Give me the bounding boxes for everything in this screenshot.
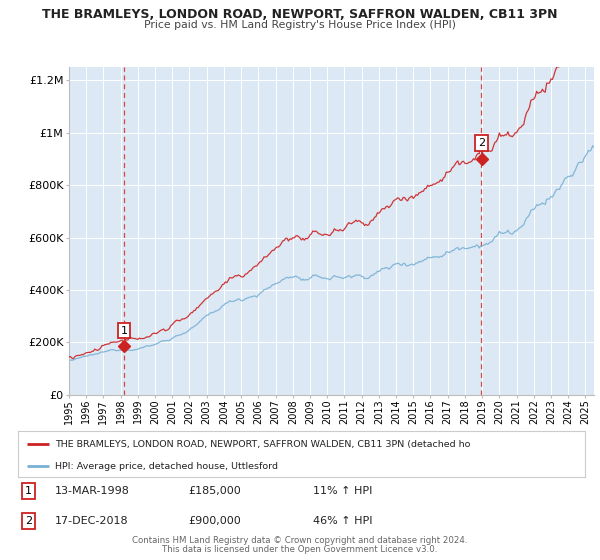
Text: 1: 1 xyxy=(25,486,32,496)
Text: Price paid vs. HM Land Registry's House Price Index (HPI): Price paid vs. HM Land Registry's House … xyxy=(144,20,456,30)
Text: Contains HM Land Registry data © Crown copyright and database right 2024.: Contains HM Land Registry data © Crown c… xyxy=(132,536,468,545)
Text: THE BRAMLEYS, LONDON ROAD, NEWPORT, SAFFRON WALDEN, CB11 3PN: THE BRAMLEYS, LONDON ROAD, NEWPORT, SAFF… xyxy=(42,8,558,21)
Text: 13-MAR-1998: 13-MAR-1998 xyxy=(55,486,130,496)
Text: 2: 2 xyxy=(478,138,485,148)
Text: 46% ↑ HPI: 46% ↑ HPI xyxy=(313,516,373,526)
Text: 17-DEC-2018: 17-DEC-2018 xyxy=(55,516,128,526)
Text: £185,000: £185,000 xyxy=(188,486,241,496)
Text: 11% ↑ HPI: 11% ↑ HPI xyxy=(313,486,372,496)
Text: £900,000: £900,000 xyxy=(188,516,241,526)
Text: 1: 1 xyxy=(121,325,128,335)
Text: HPI: Average price, detached house, Uttlesford: HPI: Average price, detached house, Uttl… xyxy=(55,461,278,470)
Text: This data is licensed under the Open Government Licence v3.0.: This data is licensed under the Open Gov… xyxy=(163,545,437,554)
Text: THE BRAMLEYS, LONDON ROAD, NEWPORT, SAFFRON WALDEN, CB11 3PN (detached ho: THE BRAMLEYS, LONDON ROAD, NEWPORT, SAFF… xyxy=(55,440,470,449)
Text: 2: 2 xyxy=(25,516,32,526)
